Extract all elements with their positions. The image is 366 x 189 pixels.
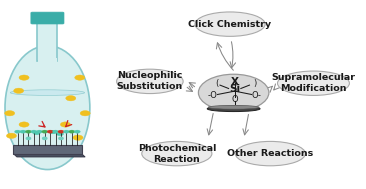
- Polygon shape: [13, 154, 85, 157]
- Circle shape: [5, 111, 15, 116]
- Circle shape: [69, 130, 75, 133]
- Circle shape: [42, 137, 47, 139]
- Circle shape: [52, 130, 59, 133]
- Ellipse shape: [117, 69, 183, 94]
- Text: Supramolecular
Modification: Supramolecular Modification: [272, 73, 355, 93]
- Ellipse shape: [207, 106, 260, 112]
- Ellipse shape: [142, 141, 212, 166]
- Circle shape: [33, 131, 40, 135]
- Circle shape: [73, 135, 83, 140]
- Ellipse shape: [208, 105, 259, 109]
- Circle shape: [25, 130, 31, 133]
- Circle shape: [59, 137, 63, 139]
- Circle shape: [74, 130, 80, 133]
- Circle shape: [26, 137, 31, 139]
- Circle shape: [14, 88, 24, 93]
- Circle shape: [75, 75, 85, 80]
- Text: -O: -O: [208, 91, 218, 100]
- FancyBboxPatch shape: [38, 58, 57, 63]
- Circle shape: [63, 130, 70, 133]
- Circle shape: [7, 133, 16, 138]
- Circle shape: [36, 130, 42, 133]
- Text: Click Chemistry: Click Chemistry: [188, 20, 272, 29]
- Text: X: X: [231, 77, 239, 87]
- Text: Other Reactions: Other Reactions: [227, 149, 313, 158]
- Circle shape: [42, 130, 48, 133]
- Text: Nucleophilic
Substitution: Nucleophilic Substitution: [117, 71, 183, 91]
- Ellipse shape: [195, 12, 265, 36]
- Text: O: O: [231, 95, 238, 104]
- Ellipse shape: [277, 71, 350, 95]
- FancyBboxPatch shape: [13, 145, 82, 154]
- Ellipse shape: [10, 90, 85, 95]
- Text: (: (: [215, 80, 218, 88]
- Circle shape: [66, 96, 76, 101]
- Circle shape: [20, 130, 26, 133]
- Text: O-: O-: [251, 91, 261, 100]
- Ellipse shape: [235, 141, 305, 166]
- Circle shape: [60, 122, 70, 127]
- Ellipse shape: [5, 46, 90, 170]
- Text: ): ): [253, 80, 256, 88]
- Circle shape: [56, 132, 64, 136]
- FancyBboxPatch shape: [37, 23, 57, 61]
- Circle shape: [47, 130, 53, 133]
- Circle shape: [80, 111, 90, 116]
- Circle shape: [19, 122, 29, 127]
- Circle shape: [15, 130, 20, 133]
- Text: Si: Si: [229, 84, 240, 94]
- Circle shape: [19, 75, 29, 80]
- Circle shape: [58, 130, 64, 133]
- Circle shape: [198, 74, 269, 111]
- FancyBboxPatch shape: [31, 12, 64, 24]
- Circle shape: [49, 130, 56, 134]
- Text: Photochemical
Reaction: Photochemical Reaction: [138, 144, 216, 164]
- Circle shape: [31, 130, 37, 133]
